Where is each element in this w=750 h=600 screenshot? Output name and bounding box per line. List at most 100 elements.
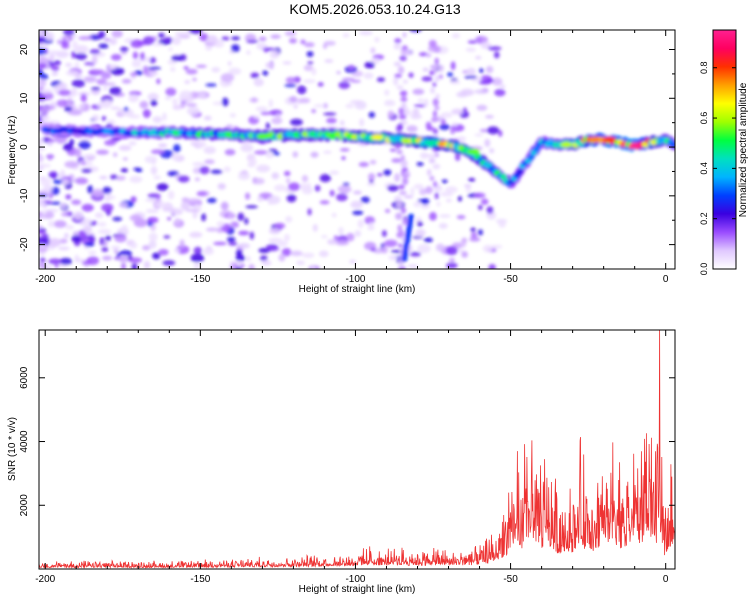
spectrogram-x-label: Height of straight line (km): [299, 284, 416, 295]
spectrogram-noise-blob: [197, 92, 207, 98]
spectrogram-noise-blob: [59, 257, 73, 265]
spectrogram-noise-blob: [253, 177, 265, 185]
spectrogram-noise-blob: [431, 63, 439, 71]
spectrogram-noise-blob: [350, 79, 361, 83]
spectrogram-noise-blob: [401, 236, 406, 243]
spectrogram-noise-blob: [246, 40, 259, 44]
spectrogram-noise-blob: [39, 153, 42, 162]
spectrogram-noise-blob: [409, 30, 422, 33]
spectrogram-noise-blob: [120, 168, 129, 173]
spectrogram-noise-blob: [121, 262, 126, 269]
spectrogram-noise-blob: [123, 106, 129, 112]
spectrogram-noise-blob: [150, 99, 158, 107]
spectrogram-noise-blob: [445, 199, 452, 203]
spectrogram-noise-blob: [128, 141, 137, 146]
spectrogram-noise-blob: [142, 109, 151, 118]
spectrogram-noise-blob: [236, 260, 242, 268]
spectrogram-noise-blob: [213, 241, 227, 246]
spectrogram-noise-blob: [132, 51, 139, 60]
spectrogram-noise-blob: [487, 46, 502, 51]
spectrogram-noise-blob: [112, 216, 123, 222]
spectrogram-noise-blob: [143, 36, 155, 45]
spectrogram-noise-blob: [120, 46, 129, 53]
spectrogram-noise-blob: [260, 255, 268, 262]
spectrogram-noise-blob: [307, 61, 314, 65]
spectrogram-noise-blob: [162, 260, 176, 266]
spectrogram-noise-blob: [64, 232, 69, 239]
spectrogram-ridge-core: [516, 168, 524, 175]
spectrogram-noise-blob: [131, 59, 142, 68]
spectrogram-noise-blob: [456, 214, 466, 220]
spectrogram-noise-blob: [398, 184, 405, 190]
spectrogram-noise-blob: [162, 112, 167, 121]
spectrogram-noise-blob: [404, 237, 411, 243]
spectrogram-noise-blob: [103, 241, 108, 247]
spectrogram-noise-blob: [144, 155, 158, 164]
spectrogram-noise-blob: [468, 177, 476, 182]
spectrogram-noise-blob: [302, 252, 315, 259]
spectrogram-noise-blob: [441, 179, 448, 184]
spectrogram-noise-blob: [192, 162, 205, 167]
spectrogram-noise-blob: [432, 110, 438, 118]
spectrogram-noise-blob: [223, 166, 231, 173]
spectrogram-noise-blob: [65, 70, 80, 76]
spectrogram-noise-blob: [349, 259, 357, 264]
spectrogram-noise-blob: [57, 83, 66, 89]
spectrogram-noise-blob: [440, 118, 446, 125]
spectrogram-noise-blob: [413, 104, 427, 108]
spectrogram-noise-blob: [48, 258, 62, 265]
spectrogram-noise-blob: [227, 61, 232, 66]
spectrogram-hotspot: [628, 142, 641, 149]
spectrogram-noise-blob: [416, 161, 424, 167]
spectrogram-noise-blob: [402, 248, 409, 254]
spectrogram-noise-blob: [128, 114, 141, 119]
spectrogram-noise-blob: [244, 217, 249, 225]
spectrogram-noise-blob: [103, 38, 111, 42]
spectrogram-noise-blob: [498, 221, 506, 228]
spectrogram-noise-blob: [58, 246, 70, 251]
spectrogram-noise-blob: [428, 39, 437, 48]
spectrogram-noise-blob: [81, 203, 94, 212]
spectrogram-noise-blob: [262, 70, 269, 76]
colorbar: 0.0 0.2 0.4 0.6 0.8 Normalized spectral ampl…: [699, 29, 749, 275]
spectrogram-noise-blob: [58, 89, 71, 96]
spectrogram-noise-blob: [173, 248, 181, 253]
spectrogram-noise-blob: [91, 220, 98, 226]
spectrogram-noise-blob: [88, 250, 97, 256]
spectrogram-noise-blob: [435, 243, 445, 252]
spectrogram-noise-blob: [238, 242, 250, 249]
spectrogram-noise-blob: [368, 111, 376, 119]
spectrogram-noise-blob: [420, 204, 430, 209]
spectrogram-noise-blob: [485, 114, 494, 119]
spectrogram-noise-blob: [74, 75, 83, 79]
spectrogram-noise-blob: [408, 72, 414, 78]
spectrogram-hotspot: [371, 134, 384, 141]
spectrogram-noise-blob: [274, 184, 287, 192]
spectrogram-noise-blob: [469, 236, 481, 242]
spectrogram-noise-blob: [250, 72, 260, 79]
spectrogram-noise-blob: [72, 40, 78, 50]
spectrogram-frame: [38, 29, 676, 270]
spectrogram-noise-blob: [486, 206, 494, 214]
spectrogram-noise-blob: [376, 77, 386, 83]
spectrogram-noise-blob: [434, 192, 439, 200]
snr-y-tick-label: 2000: [19, 494, 30, 517]
spectrogram-noise-blob: [401, 103, 407, 108]
spectrogram-x-tick-label: -100: [345, 274, 365, 285]
spectrogram-noise-blob: [290, 250, 303, 257]
spectrogram-noise-blob: [145, 198, 158, 202]
spectrogram-noise-blob: [203, 146, 216, 155]
spectrogram-noise-blob: [39, 62, 47, 70]
spectrogram-noise-blob: [63, 30, 75, 36]
spectrogram-noise-blob: [323, 40, 336, 46]
spectrogram-noise-blob: [48, 238, 62, 247]
spectrogram-noise-blob: [226, 213, 236, 219]
spectrogram-noise-blob: [393, 195, 402, 202]
spectrogram-noise-blob: [460, 88, 475, 97]
spectrogram-noise-blob: [339, 147, 350, 152]
spectrogram-hotspot: [560, 141, 573, 148]
spectrogram-noise-blob: [370, 247, 377, 252]
spectrogram-noise-blob: [174, 218, 181, 225]
